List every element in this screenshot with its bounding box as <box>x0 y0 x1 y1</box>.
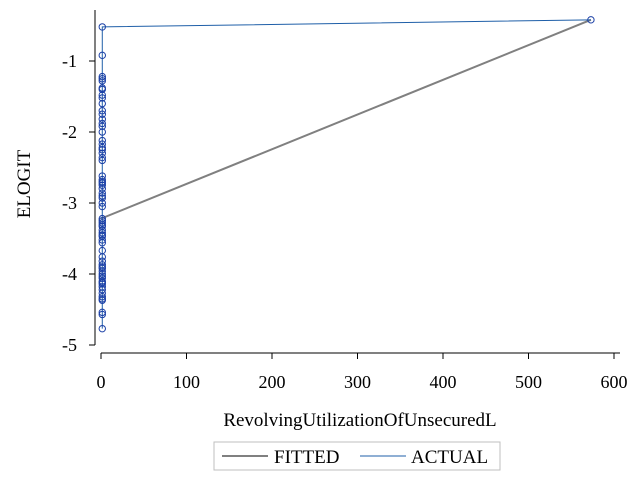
actual-point <box>98 270 106 278</box>
y-axis-ticks: -5 -4 -3 -2 -1 <box>62 51 95 355</box>
actual-point <box>98 285 106 294</box>
actual-point <box>98 51 106 60</box>
actual-point <box>98 91 106 99</box>
actual-point <box>98 143 106 152</box>
actual-point <box>98 185 106 193</box>
y-tick-label: -1 <box>62 51 77 71</box>
actual-point <box>98 194 106 202</box>
actual-point <box>98 324 106 333</box>
actual-point <box>98 310 106 319</box>
actual-point <box>98 140 106 148</box>
actual-point <box>98 128 106 136</box>
actual-point <box>98 192 106 200</box>
series-layer <box>98 16 595 333</box>
actual-point <box>98 181 106 189</box>
actual-point <box>98 202 106 211</box>
x-tick-label: 500 <box>515 372 542 392</box>
actual-point <box>98 189 106 197</box>
x-tick-label: 600 <box>601 372 628 392</box>
actual-point <box>98 172 106 180</box>
plot-area: -5 -4 -3 -2 -1 0 100 200 300 400 500 600 <box>62 10 628 392</box>
actual-point <box>98 75 106 83</box>
actual-point <box>98 308 106 317</box>
y-tick-label: -4 <box>62 264 77 284</box>
actual-point <box>98 274 106 282</box>
actual-point <box>98 110 106 118</box>
actual-point <box>98 156 106 165</box>
actual-point <box>98 72 106 81</box>
actual-point <box>98 221 106 229</box>
actual-point <box>98 136 106 145</box>
x-axis-ticks: 0 100 200 300 400 500 600 <box>97 353 628 392</box>
actual-point <box>587 16 595 24</box>
actual-point <box>98 267 106 275</box>
actual-point <box>98 199 106 207</box>
actual-point <box>98 217 106 225</box>
actual-point <box>98 289 106 297</box>
y-tick-label: -5 <box>62 335 77 355</box>
actual-point <box>98 236 106 244</box>
x-axis-title: RevolvingUtilizationOfUnsecuredL <box>223 410 496 431</box>
x-tick-label: 400 <box>430 372 457 392</box>
x-tick-label: 300 <box>344 372 371 392</box>
actual-point <box>98 85 106 94</box>
actual-point <box>98 178 106 186</box>
legend: FITTED ACTUAL <box>213 441 501 471</box>
actual-point <box>98 153 106 162</box>
actual-point <box>98 99 106 108</box>
x-tick-label: 200 <box>259 372 286 392</box>
actual-point <box>98 239 106 247</box>
actual-point <box>98 115 106 123</box>
fitted-line <box>100 18 592 220</box>
actual-point <box>98 263 106 271</box>
actual-point <box>98 278 106 287</box>
actual-point <box>98 149 106 158</box>
actual-point <box>98 119 106 128</box>
actual-point <box>98 146 106 154</box>
actual-point <box>98 122 106 131</box>
y-axis-title: ELOGIT <box>14 149 35 218</box>
actual-point <box>98 257 106 265</box>
y-tick-label: -2 <box>62 122 77 142</box>
actual-point <box>98 253 106 261</box>
actual-point <box>98 175 106 184</box>
x-tick-label: 100 <box>173 372 200 392</box>
actual-point <box>98 77 106 85</box>
actual-point <box>98 231 106 239</box>
actual-point <box>98 219 106 227</box>
actual-point <box>98 293 106 301</box>
actual-point <box>98 23 106 31</box>
legend-label-fitted: FITTED <box>274 447 339 468</box>
actual-point <box>98 107 106 115</box>
actual-point <box>98 94 106 102</box>
actual-point <box>98 295 106 303</box>
y-tick-label: -3 <box>62 193 77 213</box>
x-tick-label: 0 <box>97 372 106 392</box>
actual-line <box>101 19 591 329</box>
legend-label-actual: ACTUAL <box>411 447 488 468</box>
